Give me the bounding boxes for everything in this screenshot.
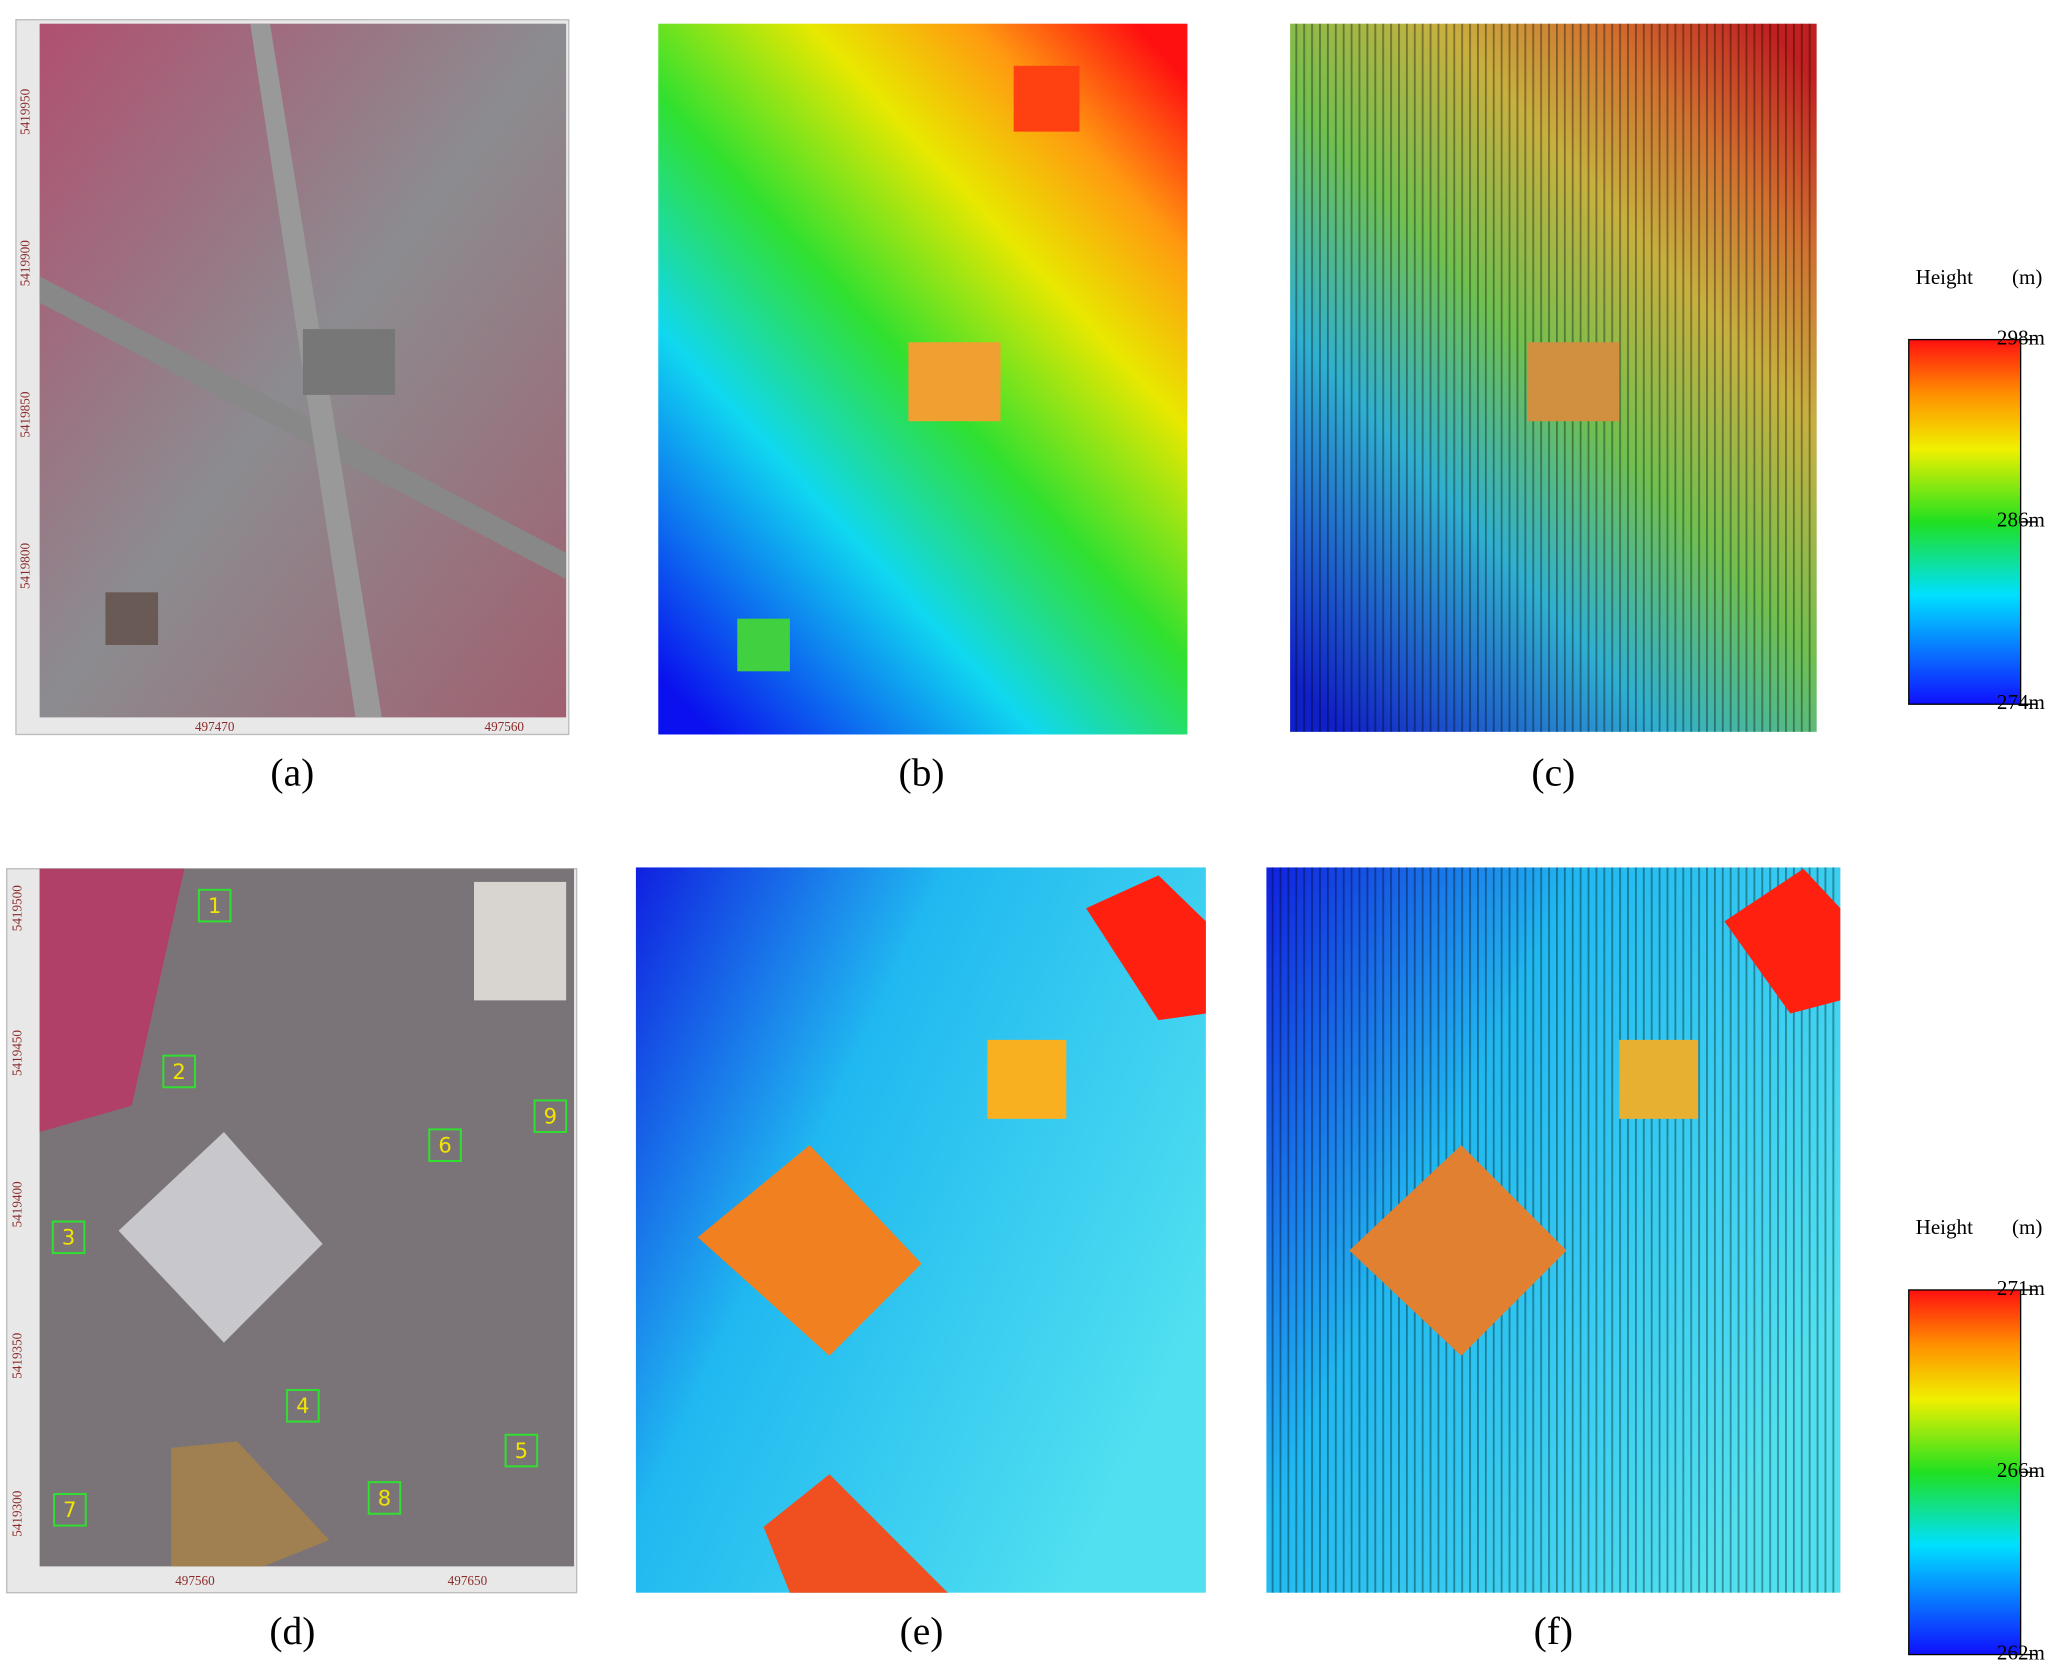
x-axis-label: 497470 xyxy=(195,719,235,734)
building xyxy=(737,618,790,672)
y-axis-label: 5419800 xyxy=(17,543,32,589)
colorbar-label: 298m xyxy=(1997,325,2046,349)
x-axis-label: 497560 xyxy=(175,1573,215,1588)
panel-label: (d) xyxy=(269,1609,315,1653)
road xyxy=(39,276,567,580)
building xyxy=(763,1474,948,1593)
building xyxy=(105,592,159,645)
y-axis-label: 5419400 xyxy=(10,1181,25,1227)
colorbar xyxy=(1908,338,2022,705)
marker-box xyxy=(367,1481,402,1515)
marker-box xyxy=(162,1054,196,1089)
y-axis-label: 5419900 xyxy=(17,240,32,286)
building xyxy=(1013,65,1080,132)
building xyxy=(1349,1145,1567,1356)
y-axis-label: 5419850 xyxy=(17,391,32,437)
marker-number: 7 xyxy=(63,1497,76,1522)
marker-box xyxy=(286,1389,320,1423)
marker-number: 3 xyxy=(62,1225,75,1250)
colorbar-unit: (m) xyxy=(2012,1215,2042,1239)
x-axis-label: 497560 xyxy=(485,719,525,734)
marker-box xyxy=(504,1433,539,1468)
y-axis-label: 5419950 xyxy=(17,88,32,134)
colorbar xyxy=(1908,1289,2022,1656)
marker-box xyxy=(53,1492,87,1527)
building xyxy=(474,881,567,1001)
y-axis-label: 5419450 xyxy=(10,1030,25,1076)
colorbar-label: 274m xyxy=(1997,690,2046,714)
building xyxy=(987,1039,1067,1119)
scan-lines xyxy=(1266,867,1841,1593)
panel-label: (f) xyxy=(1534,1609,1573,1653)
marker-number: 5 xyxy=(515,1438,528,1463)
marker-number: 9 xyxy=(544,1104,557,1129)
building xyxy=(118,1132,323,1343)
building xyxy=(1724,868,1841,1014)
colorbar-label: 262m xyxy=(1997,1640,2046,1664)
x-axis-label: 497650 xyxy=(448,1573,488,1588)
panel-images xyxy=(6,19,2022,1656)
building xyxy=(1527,342,1620,422)
colorbar-label: 271m xyxy=(1997,1276,2046,1300)
building xyxy=(302,329,396,395)
marker-number: 8 xyxy=(378,1485,391,1510)
building xyxy=(908,342,1001,422)
marker-box xyxy=(428,1128,462,1162)
colorbar-title: Height xyxy=(1916,1215,1973,1239)
y-axis-label: 5419350 xyxy=(10,1332,25,1378)
colorbar-title: Height xyxy=(1916,265,1973,289)
panel-label: (e) xyxy=(900,1609,944,1653)
marker-number: 1 xyxy=(208,893,221,918)
marker-box xyxy=(197,888,232,923)
colorbar-label: 286m xyxy=(1997,508,2046,532)
marker-number: 6 xyxy=(438,1132,451,1157)
y-axis-label: 5419500 xyxy=(10,885,25,931)
building xyxy=(697,1145,922,1356)
marker-number: 4 xyxy=(296,1393,309,1418)
panel-label: (b) xyxy=(899,751,945,795)
building xyxy=(1086,875,1206,1021)
panel-label: (a) xyxy=(270,751,314,795)
panel-label: (c) xyxy=(1531,751,1575,795)
colorbar-unit: (m) xyxy=(2012,265,2042,289)
trees xyxy=(39,868,185,1133)
marker-number: 2 xyxy=(172,1059,185,1084)
building xyxy=(1619,1039,1699,1119)
marker-box xyxy=(51,1220,86,1255)
colorbar-label: 266m xyxy=(1997,1458,2046,1482)
marker-box xyxy=(533,1099,568,1133)
building xyxy=(171,1441,330,1567)
y-axis-label: 5419300 xyxy=(10,1490,25,1536)
